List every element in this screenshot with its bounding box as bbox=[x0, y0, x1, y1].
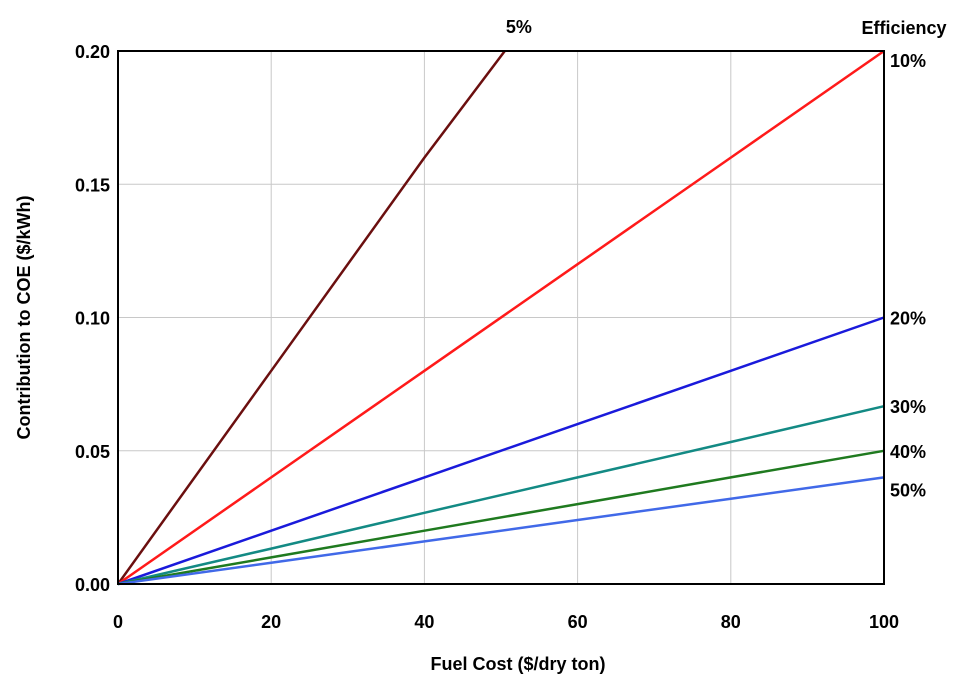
x-tick-labels: 0 20 40 60 80 100 bbox=[113, 612, 899, 632]
x-tick-label: 60 bbox=[568, 612, 588, 632]
series-line-3 bbox=[117, 404, 885, 586]
x-tick-label: 20 bbox=[261, 612, 281, 632]
y-tick-label: 0.00 bbox=[75, 575, 110, 595]
y-tick-labels: 0.00 0.05 0.10 0.15 0.20 bbox=[75, 42, 110, 595]
x-tick-label: 0 bbox=[113, 612, 123, 632]
legend-title: Efficiency bbox=[861, 18, 946, 38]
series-lines bbox=[116, 49, 885, 586]
x-axis-title: Fuel Cost ($/dry ton) bbox=[431, 654, 606, 674]
y-axis-title: Contribution to COE ($/kWh) bbox=[14, 196, 34, 440]
series-labels: 5% 10% 20% 30% 40% 50% bbox=[506, 17, 926, 500]
series-label-3: 30% bbox=[890, 397, 926, 417]
plot-frame bbox=[117, 50, 885, 585]
series-line-5 bbox=[117, 476, 885, 586]
series-line-4 bbox=[117, 449, 885, 586]
x-tick-label: 80 bbox=[721, 612, 741, 632]
series-label-5: 50% bbox=[890, 480, 926, 500]
series-label-1: 10% bbox=[890, 51, 926, 71]
series-line-1 bbox=[117, 49, 885, 586]
x-tick-label: 100 bbox=[869, 612, 899, 632]
series-line-0 bbox=[116, 50, 506, 585]
series-label-0: 5% bbox=[506, 17, 532, 37]
y-tick-label: 0.15 bbox=[75, 175, 110, 195]
series-line-2 bbox=[117, 316, 885, 586]
y-tick-label: 0.20 bbox=[75, 42, 110, 62]
y-tick-label: 0.05 bbox=[75, 442, 110, 462]
series-label-2: 20% bbox=[890, 309, 926, 329]
y-tick-label: 0.10 bbox=[75, 309, 110, 329]
series-label-4: 40% bbox=[890, 442, 926, 462]
x-tick-label: 40 bbox=[414, 612, 434, 632]
